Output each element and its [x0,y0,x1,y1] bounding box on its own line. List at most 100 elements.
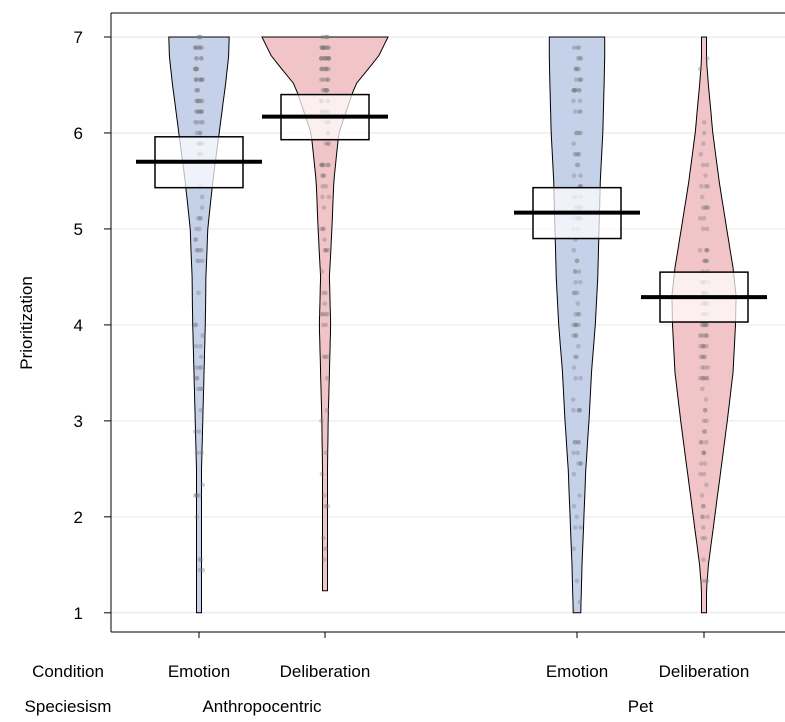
raw-point [322,66,327,72]
raw-point [701,258,707,264]
raw-point [578,279,583,285]
raw-point [578,56,584,61]
raw-point [198,386,203,392]
raw-point [572,269,578,274]
raw-point [578,77,584,82]
raw-point [577,77,582,82]
raw-point [318,56,324,61]
raw-point [199,45,205,50]
raw-point [326,66,332,72]
raw-point [326,141,331,146]
raw-point [699,439,704,445]
raw-point [195,45,201,50]
raw-point [324,34,330,40]
raw-point [319,471,325,477]
raw-point [319,269,325,274]
raw-point [194,109,200,114]
raw-point [576,439,582,445]
raw-point [704,247,710,253]
raw-point [576,151,581,157]
raw-point [578,173,583,178]
raw-point [574,354,579,360]
raw-point [574,66,580,72]
raw-point [704,482,709,488]
raw-point [197,567,203,573]
raw-point [323,56,328,61]
raw-point [573,279,578,285]
raw-point [704,578,710,584]
raw-point [194,247,200,253]
raw-point [325,77,330,82]
condition-label: Deliberation [280,662,371,681]
raw-point [195,247,200,253]
raw-point [326,162,331,168]
raw-point [198,119,204,125]
raw-point [194,98,199,104]
raw-point [571,471,577,477]
raw-point [198,215,203,221]
raw-point [703,173,708,178]
condition-label: Emotion [546,662,608,681]
raw-point [195,119,200,125]
raw-point [324,311,330,317]
raw-point [701,450,707,456]
raw-point [196,98,202,104]
raw-point [570,397,576,402]
raw-point [702,322,708,328]
raw-point [318,77,324,82]
raw-point [325,354,331,360]
raw-point [703,258,708,264]
raw-point [199,450,204,456]
raw-point [699,194,705,200]
raw-point [574,130,580,136]
raw-point [194,493,200,498]
raw-point [321,354,327,360]
raw-point [194,98,200,104]
raw-point [323,77,329,82]
raw-point [700,386,705,392]
raw-point [578,461,584,466]
raw-point [702,322,707,328]
raw-point [326,45,331,50]
row-label-speciesism: Speciesism [25,697,112,716]
raw-point [199,98,205,104]
raw-point [321,557,327,562]
raw-point [320,45,326,50]
raw-point [573,333,579,338]
raw-point [197,247,202,253]
raw-point [578,375,583,381]
raw-point [200,482,206,488]
raw-point [323,322,329,328]
raw-point [577,98,583,104]
raw-point [573,354,578,360]
raw-point [325,503,331,509]
raw-point [323,66,329,72]
raw-point [326,247,332,253]
raw-point [196,290,201,296]
raw-point [570,88,576,93]
raw-point [577,407,582,413]
axes: 1 2 3 4 5 6 7 [74,12,785,638]
raw-point [195,386,201,392]
raw-point [573,130,579,136]
raw-point [323,141,328,146]
row-label-condition: Condition [32,662,104,681]
raw-point [576,45,582,50]
raw-point [574,578,580,584]
raw-point [578,109,583,114]
raw-point [697,247,703,253]
raw-point [199,109,205,114]
raw-point [571,98,576,104]
raw-point [197,493,202,498]
raw-point [699,514,705,520]
raw-point [572,88,578,93]
raw-point [702,407,708,413]
raw-point [323,354,328,360]
raw-point [703,205,708,210]
raw-point [194,77,199,82]
raw-point [577,407,583,413]
raw-point [705,183,711,189]
raw-point [573,333,579,338]
raw-point [194,365,199,370]
